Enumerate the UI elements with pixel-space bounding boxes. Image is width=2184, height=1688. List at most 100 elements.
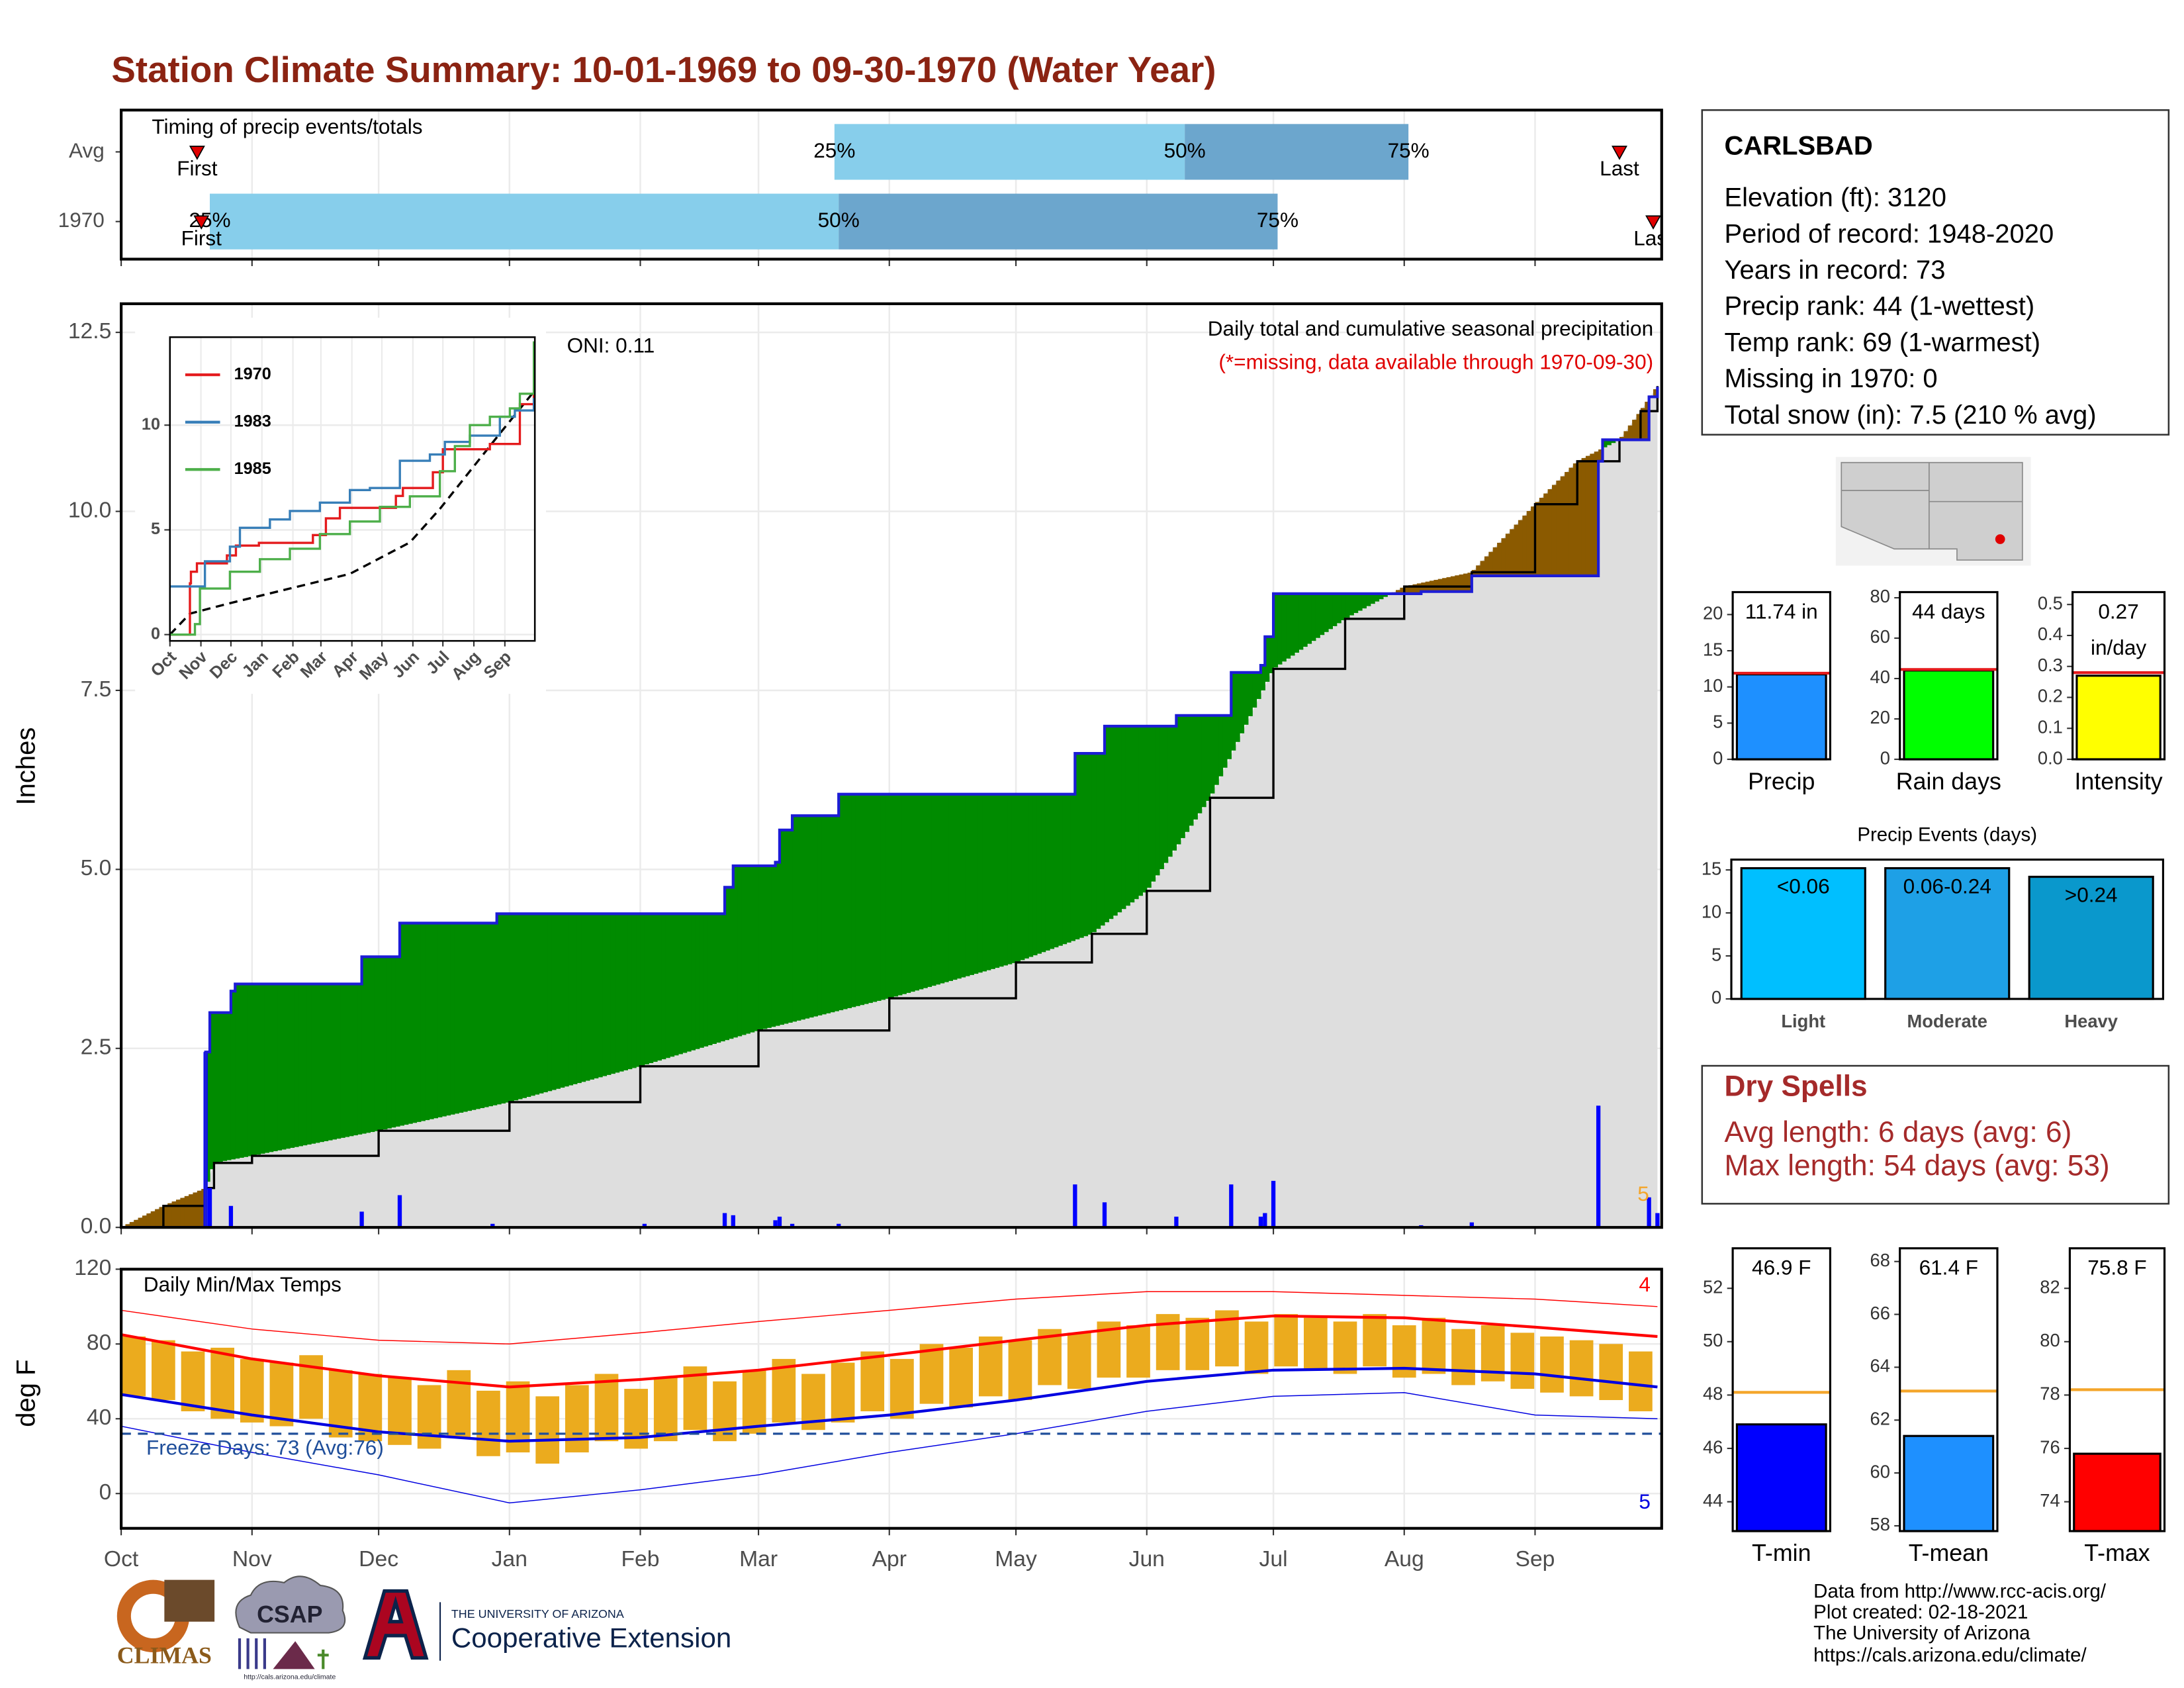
departure-fill	[379, 957, 384, 1131]
y-tick-label: 0.1	[2038, 716, 2063, 737]
departure-fill	[864, 794, 869, 1004]
departure-fill	[1075, 753, 1080, 940]
departure-fill	[1066, 794, 1071, 943]
departure-fill	[1518, 520, 1523, 576]
departure-fill	[159, 1207, 164, 1228]
y-tick-label: 80	[1870, 586, 1890, 606]
departure-fill	[919, 794, 924, 990]
observed-line	[121, 387, 1659, 1228]
y-tick-label: 20	[1703, 603, 1723, 624]
departure-fill	[142, 1215, 147, 1228]
average-line	[121, 386, 1659, 1228]
departure-fill	[839, 794, 844, 1011]
x-axis-label: T-max	[2084, 1540, 2150, 1566]
departure-fill	[433, 923, 439, 1119]
departure-fill	[961, 794, 966, 978]
departure-fill	[1298, 593, 1304, 650]
climas-emblem-block	[164, 1579, 215, 1622]
y-tick-label: 0	[1711, 987, 1721, 1008]
departure-fill	[1155, 726, 1160, 876]
departure-fill	[1357, 593, 1363, 611]
value-label: 0.27	[2098, 599, 2138, 623]
departure-fill	[969, 794, 974, 975]
first-marker	[189, 146, 205, 160]
departure-fill	[399, 923, 405, 1126]
departure-fill	[834, 816, 839, 1011]
departure-fill	[273, 984, 278, 1152]
departure-fill	[1121, 726, 1126, 910]
departure-fill	[277, 984, 283, 1150]
departure-fill	[353, 984, 358, 1136]
departure-fill	[1539, 497, 1544, 576]
summary-bar	[2073, 1452, 2161, 1532]
departure-fill	[408, 923, 413, 1124]
departure-fill	[1163, 726, 1169, 863]
departure-fill	[594, 914, 599, 1079]
quartile-bar	[1185, 124, 1409, 180]
departure-fill	[910, 794, 915, 992]
daily-precip-bar	[397, 1195, 402, 1228]
departure-fill	[990, 794, 995, 969]
departure-fill	[1560, 476, 1565, 576]
csap-cactus	[317, 1649, 329, 1669]
departure-fill	[294, 984, 299, 1147]
departure-fill	[1505, 534, 1510, 576]
plot-frame	[119, 302, 1663, 1229]
y-tick-label: 48	[1703, 1383, 1723, 1404]
departure-fill	[952, 794, 958, 980]
departure-fill	[581, 914, 586, 1082]
departure-fill	[1290, 593, 1295, 656]
departure-fill	[995, 794, 1000, 968]
temp-range-bar	[624, 1389, 648, 1449]
departure-fill	[897, 794, 903, 996]
x-axis-label: Rain days	[1896, 768, 2001, 794]
departure-fill	[948, 794, 954, 981]
departure-fill	[1619, 437, 1625, 440]
departure-fill	[754, 865, 759, 1031]
departure-fill	[923, 794, 928, 988]
temp-range-bar	[1333, 1321, 1357, 1374]
departure-fill	[1041, 794, 1046, 953]
record-high-count: 4	[1639, 1272, 1651, 1296]
departure-fill	[235, 984, 240, 1159]
departure-fill	[1590, 453, 1595, 576]
departure-fill	[935, 794, 940, 985]
last-marker	[1612, 146, 1627, 160]
departure-fill	[1185, 715, 1190, 832]
departure-fill	[256, 984, 261, 1155]
departure-fill	[306, 984, 312, 1145]
temp-range-bar	[1067, 1333, 1091, 1389]
ua-name: THE UNIVERSITY OF ARIZONA	[451, 1607, 624, 1620]
first-label: First	[181, 226, 222, 250]
departure-fill	[1134, 726, 1139, 900]
last-label: Last	[1600, 156, 1639, 180]
temp-range-bar	[1008, 1340, 1032, 1401]
departure-fill	[1142, 726, 1148, 893]
departure-fill	[522, 914, 527, 1098]
daily-precip-bar	[1073, 1184, 1077, 1228]
bin-label: 0.06-0.24	[1903, 874, 1991, 898]
departure-fill	[1281, 593, 1287, 662]
departure-fill	[817, 816, 823, 1015]
legend-label: 1985	[234, 459, 271, 478]
departure-fill	[244, 984, 249, 1157]
departure-fill	[598, 914, 603, 1078]
departure-fill	[146, 1213, 152, 1228]
departure-fill	[1526, 510, 1531, 576]
departure-fill	[1311, 593, 1316, 641]
plot-frame	[2068, 1247, 2166, 1532]
departure-fill	[1302, 593, 1308, 647]
y-tick-label: 10	[1703, 675, 1723, 696]
daily-precip-bar	[490, 1223, 495, 1228]
departure-fill	[1569, 467, 1574, 576]
departure-fill	[429, 923, 434, 1119]
temp-range-bar	[1451, 1329, 1475, 1385]
percent-label: 50%	[1164, 138, 1206, 162]
departure-fill	[779, 829, 784, 1025]
departure-fill	[1269, 636, 1274, 673]
departure-fill	[729, 887, 734, 1039]
temp-range-bar	[240, 1358, 264, 1423]
departure-fill	[463, 923, 468, 1112]
departure-fill	[1244, 672, 1249, 725]
station-line: Temp rank: 69 (1-warmest)	[1724, 328, 2040, 357]
